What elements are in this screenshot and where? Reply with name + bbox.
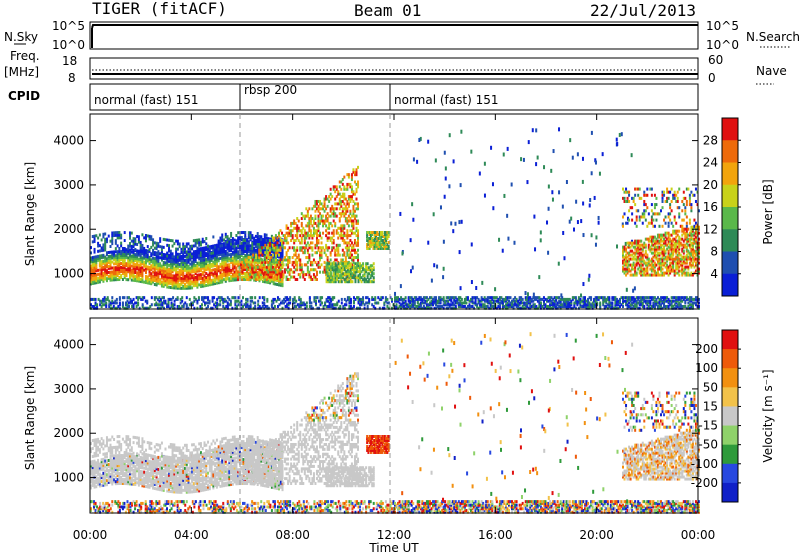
nsky-left-label: N.Sky: [4, 30, 38, 45]
x-axis-ticks: 00:00 04:00 08:00 12:00 16:00 20:00 00:00: [73, 114, 716, 542]
y-tick-label: 1000: [53, 267, 84, 281]
cpid-label: CPID: [8, 89, 40, 103]
cpid-strip: [89, 83, 699, 111]
colorbar-tick-label: 100: [695, 361, 718, 375]
cpid-segment-3: normal (fast) 151: [394, 93, 498, 107]
colorbar-swatch: [722, 368, 738, 388]
x-axis-label: Time UT: [368, 541, 419, 554]
velocity-ylabel: Slant Range [km]: [23, 366, 37, 470]
colorbar-swatch: [722, 406, 738, 427]
velocity-colorbar-label: Velocity [m s⁻¹]: [761, 369, 775, 462]
y-tick-label: 2000: [53, 222, 84, 236]
colorbar-tick-label: 24: [703, 156, 718, 170]
freq-strip: [89, 57, 699, 80]
nsky-tick-top: 10^5: [52, 19, 85, 33]
colorbar-tick-label: 20: [703, 178, 718, 192]
colorbar-swatch: [722, 482, 738, 503]
power-yticks: 1000 2000 3000 4000: [53, 134, 698, 281]
colorbar-swatch: [722, 273, 738, 297]
colorbar-tick-label: 50: [703, 380, 718, 394]
colorbar-swatch: [722, 425, 738, 446]
beam-title: Beam 01: [354, 1, 421, 20]
x-tick-label: 00:00: [681, 528, 716, 542]
colorbar-swatch: [722, 207, 738, 230]
power-data-layer: [90, 127, 700, 310]
y-tick-label: 1000: [53, 471, 84, 485]
station-title: TIGER (fitACF): [92, 0, 227, 18]
colorbar-swatch: [722, 118, 738, 141]
colorbar-swatch: [722, 349, 738, 369]
nave-tick-top: 60: [708, 53, 723, 67]
nsky-trace: [91, 24, 698, 29]
colorbar-tick-label: 15: [703, 399, 718, 413]
velocity-data-layer: [90, 332, 700, 514]
x-tick-label: 16:00: [478, 528, 513, 542]
colorbar-tick-label: 12: [703, 222, 718, 236]
colorbar-tick-label: 28: [703, 133, 718, 147]
nsky-tick-bottom: 10^0: [52, 38, 85, 52]
colorbar-swatch: [722, 229, 738, 252]
colorbar-swatch: [722, 140, 738, 163]
colorbar-tick-label: -50: [698, 438, 718, 452]
freq-tick-top: 18: [62, 54, 77, 68]
power-colorbar: 4 8 12 16 20 24 28: [703, 117, 741, 297]
colorbar-tick-label: 8: [710, 245, 718, 259]
x-tick-label: 20:00: [579, 528, 614, 542]
x-tick-label: 08:00: [275, 528, 310, 542]
power-ylabel: Slant Range [km]: [23, 162, 37, 266]
y-tick-label: 4000: [53, 338, 84, 352]
nsearch-tick-top: 10^5: [706, 19, 739, 33]
cpid-segment-1: normal (fast) 151: [94, 93, 198, 107]
nsearch-label: N.Search: [746, 30, 800, 44]
date-title: 22/Jul/2013: [590, 1, 696, 20]
x-tick-label: 00:00: [73, 528, 108, 542]
y-tick-label: 2000: [53, 426, 84, 440]
nsearch-tick-bottom: 10^0: [706, 38, 739, 52]
cpid-segment-2: rbsp 200: [244, 83, 297, 97]
y-tick-label: 4000: [53, 134, 84, 148]
colorbar-swatch: [722, 330, 738, 350]
freq-label: Freq.: [10, 49, 40, 63]
nsky-label: N.Sky: [4, 30, 38, 44]
nsky-strip: [89, 21, 699, 50]
colorbar-swatch: [722, 251, 738, 275]
colorbar-tick-label: -100: [691, 457, 718, 471]
colorbar-frame: [721, 329, 739, 503]
nave-label: Nave: [756, 64, 787, 78]
colorbar-swatch: [722, 184, 738, 208]
x-tick-label: 12:00: [377, 528, 412, 542]
colorbar-tick-label: 200: [695, 342, 718, 356]
y-tick-label: 3000: [53, 382, 84, 396]
colorbar-tick-label: -200: [691, 476, 718, 490]
power-colorbar-label: Power [dB]: [761, 179, 775, 244]
colorbar-tick-label: 16: [703, 200, 718, 214]
colorbar-swatch: [722, 387, 738, 407]
freq-unit-label: [MHz]: [4, 65, 39, 79]
y-tick-label: 3000: [53, 178, 84, 192]
velocity-yticks: 1000 2000 3000 4000: [53, 338, 698, 485]
freq-tick-bottom: 8: [68, 71, 76, 85]
colorbar-tick-label: -15: [698, 419, 718, 433]
colorbar-swatch: [722, 463, 738, 484]
nave-tick-bottom: 0: [708, 71, 716, 85]
x-tick-label: 04:00: [174, 528, 209, 542]
colorbar-tick-label: 4: [710, 267, 718, 281]
colorbar-swatch: [722, 162, 738, 186]
velocity-colorbar: 200 100 50 15 -15 -50 -100 -200: [691, 329, 741, 503]
colorbar-swatch: [722, 444, 738, 465]
